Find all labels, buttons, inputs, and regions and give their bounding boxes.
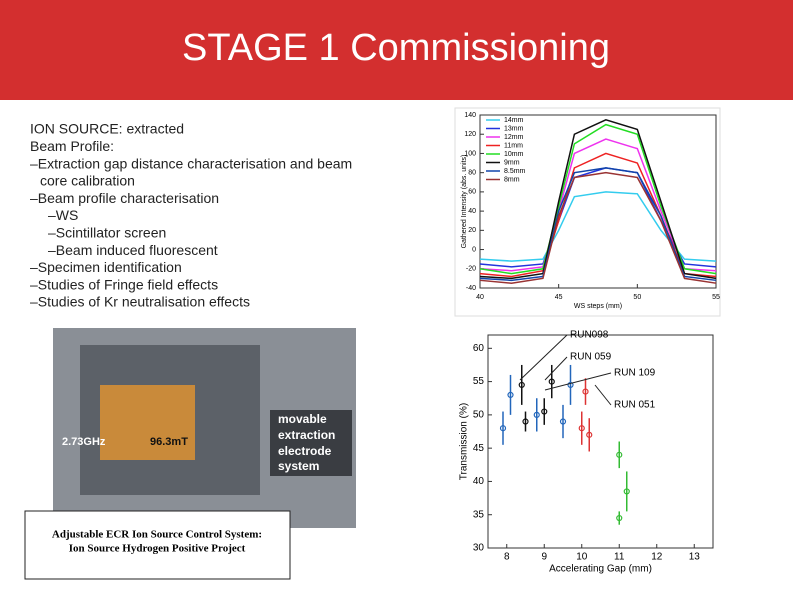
y-tick-label: 60	[473, 343, 485, 354]
data-point	[578, 425, 585, 432]
data-point	[499, 425, 507, 432]
bullet-text: –Beam induced fluorescent	[48, 242, 218, 258]
profile-line	[479, 167, 717, 268]
bullet-text: Beam Profile:	[30, 138, 114, 154]
bullet-text: –Beam profile characterisation	[30, 190, 219, 206]
annotation-arrow	[544, 356, 568, 381]
y-tick-label: 45	[473, 443, 485, 454]
legend-label: 9mm	[504, 159, 520, 166]
annotation-arrow	[519, 334, 568, 381]
y-tick-label: 80	[468, 170, 476, 177]
header-bar	[0, 0, 793, 100]
data-point	[616, 451, 623, 458]
schematic-label: movable	[278, 412, 327, 426]
x-tick-label: 13	[689, 552, 701, 563]
x-tick-label: 12	[651, 552, 663, 563]
y-axis-label: Gathered Intensity (abs. units)	[461, 155, 468, 249]
legend-label: 8.5mm	[504, 168, 526, 175]
paper-title: Adjustable ECR Ion Source Control System…	[52, 529, 262, 541]
x-tick-label: 11	[614, 552, 625, 563]
data-point	[616, 514, 623, 522]
schematic-label: extraction	[278, 428, 335, 442]
bullet-text: ION SOURCE: extracted	[30, 121, 184, 137]
data-point	[559, 418, 567, 425]
paper-subtitle: Ion Source Hydrogen Positive Project	[69, 543, 246, 555]
y-tick-label: -20	[466, 266, 476, 273]
legend-label: 10mm	[504, 151, 524, 158]
paper-inset	[24, 510, 291, 580]
data-point	[522, 418, 529, 425]
x-tick-label: 45	[555, 294, 563, 301]
y-tick-label: 60	[468, 189, 476, 196]
annotation: RUN 059	[570, 352, 612, 363]
legend-label: 14mm	[504, 117, 524, 124]
schematic-label: electrode	[278, 444, 332, 458]
bullet-text: –Studies of Fringe field effects	[30, 276, 218, 292]
y-tick-label: 140	[464, 112, 476, 119]
data-point	[586, 431, 593, 438]
y-tick-label: 55	[473, 376, 485, 387]
y-tick-label: -40	[466, 285, 476, 292]
profile-line	[479, 119, 717, 280]
y-tick-label: 20	[468, 227, 476, 234]
plot-frame	[487, 334, 714, 549]
y-tick-label: 30	[473, 543, 485, 554]
x-tick-label: 8	[504, 552, 510, 563]
y-tick-label: 35	[473, 509, 485, 520]
legend-label: 12mm	[504, 134, 524, 141]
annotation: RUN098	[570, 330, 609, 341]
data-point	[582, 388, 589, 395]
schematic-label: 2.73GHz	[62, 436, 106, 448]
data-point	[533, 411, 540, 418]
y-tick-label: 40	[468, 208, 476, 215]
plot-frame	[479, 114, 717, 289]
schematic-label: 96.3mT	[150, 436, 188, 448]
data-point	[541, 408, 548, 415]
profile-figure	[454, 107, 721, 317]
y-tick-label: 120	[464, 131, 476, 138]
x-tick-label: 9	[541, 552, 547, 563]
x-tick-label: 50	[633, 294, 641, 301]
profile-line	[479, 167, 717, 282]
data-point	[507, 391, 514, 399]
annotation-arrow	[544, 372, 612, 391]
annotation: RUN 051	[614, 400, 656, 411]
data-point	[548, 378, 555, 385]
x-axis-label: WS steps (mm)	[574, 303, 622, 310]
legend-label: 13mm	[504, 125, 524, 132]
y-tick-label: 100	[464, 150, 476, 157]
legend-label: 11mm	[504, 142, 523, 149]
y-tick-label: 40	[473, 476, 485, 487]
bullet-text: –WS	[48, 207, 78, 223]
profile-line	[479, 171, 717, 284]
x-axis-label: Accelerating Gap (mm)	[549, 564, 652, 575]
y-tick-label: 50	[473, 410, 485, 421]
bullet-text: –Studies of Kr neutralisation effects	[30, 294, 250, 310]
x-tick-label: 55	[712, 294, 720, 301]
data-point	[567, 381, 574, 389]
x-tick-label: 10	[576, 552, 588, 563]
data-point	[518, 381, 525, 389]
y-tick-label: 0	[472, 246, 476, 253]
bullet-text: –Extraction gap distance characterisatio…	[30, 155, 352, 171]
schematic-label: system	[278, 459, 319, 473]
bullet-text: –Specimen identification	[30, 259, 182, 275]
bullet-text: –Scintillator screen	[48, 225, 166, 241]
bullet-text: core calibration	[40, 173, 135, 189]
schematic-coils	[100, 385, 195, 460]
slide-title: STAGE 1 Commissioning	[182, 27, 610, 69]
schematic-label-box	[270, 410, 352, 476]
x-tick-label: 40	[476, 294, 484, 301]
legend-label: 8mm	[504, 176, 520, 183]
annotation-arrow	[594, 384, 612, 406]
data-point	[623, 488, 630, 495]
y-axis-label: Transmission (%)	[459, 403, 470, 480]
annotation: RUN 109	[614, 368, 656, 379]
